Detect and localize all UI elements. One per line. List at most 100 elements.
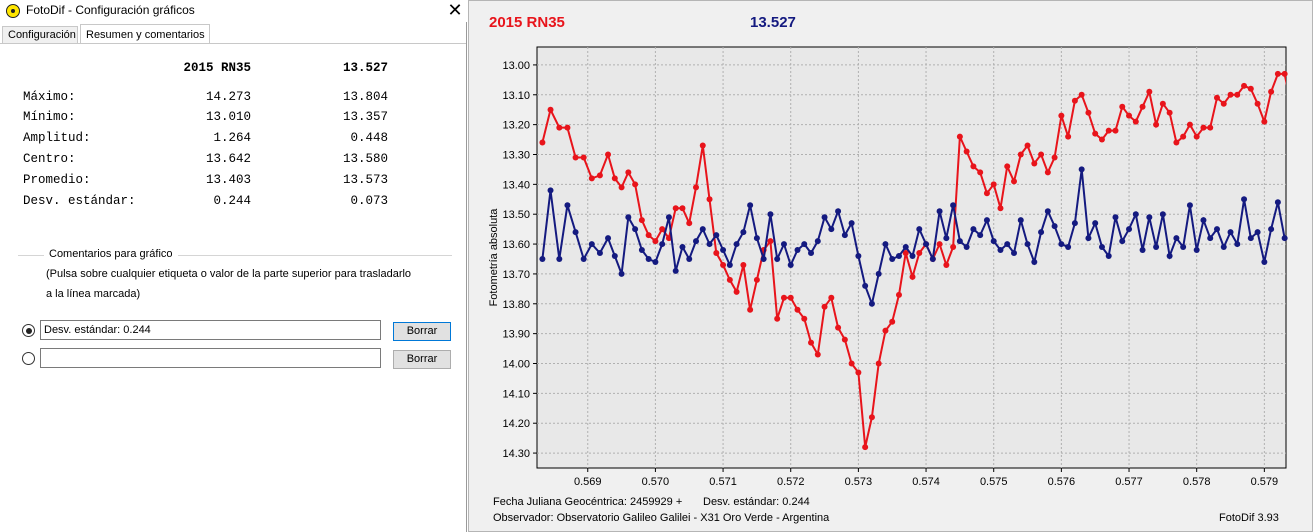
summary-value[interactable]: 13.804 xyxy=(342,90,388,104)
data-point-series2 xyxy=(1044,208,1051,215)
data-point-series2 xyxy=(983,217,990,224)
comment-radio-2[interactable] xyxy=(22,352,35,365)
x-tick-label: 0.570 xyxy=(642,476,670,488)
summary-value[interactable]: 13.580 xyxy=(342,152,388,166)
data-point-series2 xyxy=(1011,250,1018,257)
summary-value[interactable]: 14.273 xyxy=(205,90,251,104)
data-point-series1 xyxy=(909,273,916,280)
data-point-series2 xyxy=(868,300,875,307)
data-point-series2 xyxy=(997,247,1004,254)
data-point-series1 xyxy=(835,324,842,331)
summary-value[interactable]: 13.573 xyxy=(342,173,388,187)
data-point-series1 xyxy=(875,360,882,367)
borrar-button-1[interactable]: Borrar xyxy=(393,322,451,341)
summary-label-minimo[interactable]: Mínimo: xyxy=(23,110,76,124)
summary-value[interactable]: 13.357 xyxy=(342,110,388,124)
summary-label-amplitud[interactable]: Amplitud: xyxy=(23,131,91,145)
data-point-series1 xyxy=(588,175,595,182)
data-point-series1 xyxy=(1166,109,1173,116)
data-point-series1 xyxy=(659,226,666,233)
data-point-series2 xyxy=(977,232,984,239)
data-point-series1 xyxy=(1065,133,1072,140)
data-point-series2 xyxy=(1119,238,1126,245)
summary-value[interactable]: 13.010 xyxy=(205,110,251,124)
data-point-series2 xyxy=(929,255,936,262)
summary-value[interactable]: 0.244 xyxy=(213,194,251,208)
data-point-series1 xyxy=(747,306,754,313)
data-point-series2 xyxy=(1200,217,1207,224)
data-point-series2 xyxy=(1241,196,1248,203)
data-point-series2 xyxy=(580,255,587,262)
comment-input-1[interactable]: Desv. estándar: 0.244 xyxy=(40,320,381,340)
data-point-series2 xyxy=(1207,235,1214,242)
summary-label-centro[interactable]: Centro: xyxy=(23,152,76,166)
data-point-series1 xyxy=(596,172,603,179)
data-point-series2 xyxy=(1159,211,1166,218)
x-tick-label: 0.575 xyxy=(980,476,1008,488)
data-point-series2 xyxy=(726,261,733,268)
data-point-series1 xyxy=(1261,118,1268,125)
footer-julian-date: Fecha Juliana Geocéntrica: 2459929 + xyxy=(493,496,683,508)
data-point-series1 xyxy=(855,369,862,376)
data-point-series1 xyxy=(1126,112,1133,119)
data-point-series2 xyxy=(774,255,781,262)
y-axis-label: Fotometría absoluta xyxy=(488,208,500,307)
summary-label-maximo[interactable]: Máximo: xyxy=(23,90,76,104)
x-tick-label: 0.574 xyxy=(912,476,940,488)
close-icon[interactable]: ✕ xyxy=(447,0,463,20)
config-dialog: FotoDif - Configuración gráficos ✕ Confi… xyxy=(0,0,467,532)
data-point-series2 xyxy=(1038,229,1045,236)
summary-value[interactable]: 0.073 xyxy=(350,194,388,208)
summary-label-promedio[interactable]: Promedio: xyxy=(23,173,91,187)
comment-input-2[interactable] xyxy=(40,348,381,368)
data-point-series1 xyxy=(645,232,652,239)
tab-configuracion[interactable]: Configuración xyxy=(2,26,78,44)
data-point-series2 xyxy=(1065,244,1072,251)
data-point-series1 xyxy=(1098,136,1105,143)
summary-value[interactable]: 1.264 xyxy=(213,131,251,145)
data-point-series2 xyxy=(1126,226,1133,233)
data-point-series1 xyxy=(841,336,848,343)
x-tick-label: 0.572 xyxy=(777,476,805,488)
data-point-series1 xyxy=(740,261,747,268)
data-point-series1 xyxy=(686,220,693,227)
data-point-series1 xyxy=(1227,91,1234,98)
data-point-series1 xyxy=(990,181,997,188)
data-point-series2 xyxy=(1024,241,1031,248)
y-tick-label: 13.20 xyxy=(502,120,530,132)
data-point-series1 xyxy=(753,276,760,283)
data-point-series2 xyxy=(611,253,618,260)
data-point-series1 xyxy=(706,196,713,203)
data-point-series2 xyxy=(596,250,603,257)
data-point-series2 xyxy=(618,270,625,277)
data-point-series1 xyxy=(916,250,923,257)
borrar-button-2[interactable]: Borrar xyxy=(393,350,451,369)
comment-radio-1[interactable] xyxy=(22,324,35,337)
summary-header-series1[interactable]: 2015 RN35 xyxy=(183,61,251,75)
data-point-series1 xyxy=(1011,178,1018,185)
data-point-series2 xyxy=(539,255,546,262)
data-point-series1 xyxy=(1038,151,1045,158)
data-point-series1 xyxy=(1159,100,1166,107)
data-point-series2 xyxy=(828,226,835,233)
data-point-series1 xyxy=(1017,151,1024,158)
data-point-series2 xyxy=(693,238,700,245)
tab-divider xyxy=(0,43,466,44)
data-point-series1 xyxy=(1186,121,1193,128)
data-point-series2 xyxy=(855,253,862,260)
data-point-series1 xyxy=(1051,154,1058,161)
summary-label-desv[interactable]: Desv. estándar: xyxy=(23,194,136,208)
summary-value[interactable]: 0.448 xyxy=(350,131,388,145)
tab-resumen-comentarios[interactable]: Resumen y comentarios xyxy=(80,24,210,44)
summary-value[interactable]: 13.403 xyxy=(205,173,251,187)
summary-value[interactable]: 13.642 xyxy=(205,152,251,166)
y-tick-label: 14.30 xyxy=(502,448,530,460)
footer-std-dev: Desv. estándar: 0.244 xyxy=(703,496,810,508)
data-point-series2 xyxy=(1085,235,1092,242)
summary-header-series2[interactable]: 13.527 xyxy=(342,61,388,75)
data-point-series2 xyxy=(1058,241,1065,248)
data-point-series2 xyxy=(875,270,882,277)
data-point-series1 xyxy=(1058,112,1065,119)
data-point-series2 xyxy=(1213,226,1220,233)
data-point-series2 xyxy=(780,241,787,248)
